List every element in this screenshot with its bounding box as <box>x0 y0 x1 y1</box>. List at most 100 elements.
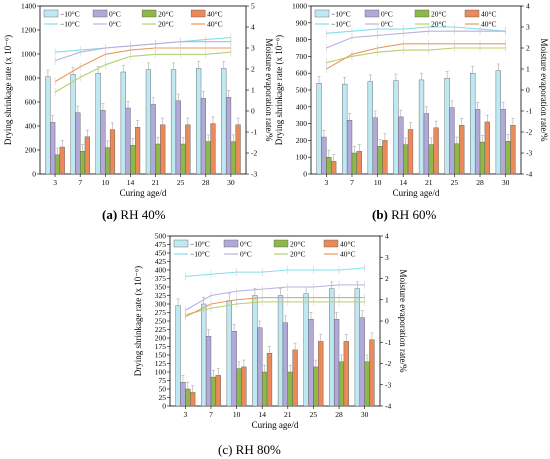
series-line <box>54 41 231 62</box>
bar <box>79 150 86 175</box>
x-tick-label: 7 <box>350 178 354 187</box>
bar <box>454 143 460 175</box>
y2-tick-label: 0 <box>251 107 255 116</box>
legend-line-label: 20°C <box>431 20 447 29</box>
bar <box>185 388 191 407</box>
y2-tick-label: 2 <box>251 65 255 74</box>
bar <box>155 143 161 175</box>
y-axis-label: Drying shrinkage rate (x 10⁻⁶) <box>274 35 284 145</box>
y-tick-label: 900 <box>296 18 308 27</box>
y-tick-label: 800 <box>25 74 37 83</box>
bar <box>59 146 65 175</box>
bar <box>343 341 349 407</box>
x-axis-label: Curing age/d <box>120 188 167 198</box>
y-tick-label: 150 <box>155 351 167 360</box>
y2-tick-label: -1 <box>385 338 391 347</box>
bar <box>180 143 186 175</box>
bar <box>185 124 191 175</box>
y2-tick-label: -1 <box>526 107 532 116</box>
bar <box>226 300 232 407</box>
y-tick-label: 600 <box>25 98 37 107</box>
y2-tick-label: 1 <box>526 65 530 74</box>
series-line <box>185 301 365 316</box>
bar <box>231 331 237 407</box>
bar <box>444 78 450 175</box>
legend-bar-label: 0°C <box>381 10 393 19</box>
bar <box>205 141 211 175</box>
y-tick-label: 400 <box>296 102 308 111</box>
y-tick-label: 0 <box>162 402 166 411</box>
y-tick-label: 400 <box>25 122 37 131</box>
y-tick-label: 175 <box>155 342 167 351</box>
y2-tick-label: 2 <box>526 44 530 53</box>
y-tick-label: 1200 <box>21 26 36 35</box>
x-tick-label: 7 <box>78 178 82 187</box>
y-tick-label: 400 <box>155 266 167 275</box>
bar <box>484 121 490 175</box>
y2-tick-label: -4 <box>526 170 532 179</box>
legend-bar-label: −10°C <box>60 10 80 19</box>
chart-caption: (b) RH 60% <box>372 207 436 222</box>
y-tick-label: 275 <box>155 308 167 317</box>
bar <box>215 375 221 407</box>
legend-line-label: −10°C <box>190 250 210 259</box>
y-tick-label: 200 <box>296 136 308 145</box>
y2-tick-label: 1 <box>385 295 389 304</box>
bar <box>423 113 430 175</box>
legend-line-label: 20°C <box>158 20 174 29</box>
y2-tick-label: -2 <box>385 359 391 368</box>
bar <box>331 161 337 175</box>
legend-line-label: −10°C <box>60 20 80 29</box>
series-line <box>54 47 231 83</box>
bar <box>236 368 242 407</box>
y2-tick-label: 1 <box>251 86 255 95</box>
caption-text: RH 60% <box>388 207 437 222</box>
caption-text: (c) RH 80% <box>218 442 281 457</box>
bar <box>449 107 455 175</box>
legend-bar-swatch <box>173 239 189 248</box>
y-tick-label: 50 <box>159 385 167 394</box>
x-tick-label: 10 <box>102 178 110 187</box>
bar <box>500 109 506 175</box>
legend-bar-label: 40°C <box>340 240 356 249</box>
y2-tick-label: -3 <box>385 380 391 389</box>
x-tick-label: 21 <box>425 178 433 187</box>
y-tick-label: 75 <box>159 376 167 385</box>
x-tick-label: 30 <box>502 178 510 187</box>
bar <box>277 295 284 407</box>
bar <box>382 140 388 175</box>
legend-line-label: 40°C <box>481 20 497 29</box>
y-tick-label: 475 <box>155 240 167 249</box>
bar <box>201 303 207 407</box>
bar <box>241 366 247 407</box>
y-tick-label: 0 <box>303 170 307 179</box>
bar <box>470 72 476 175</box>
y2-axis-label: Moisture evaporation rate/% <box>539 39 549 142</box>
bar <box>235 124 241 175</box>
y-tick-label: 600 <box>296 69 308 78</box>
x-tick-label: 28 <box>202 178 210 187</box>
y-tick-label: 300 <box>155 300 167 309</box>
legend-bar-swatch <box>323 239 339 248</box>
chart-panel-1: 01002003004005006007008009001000-4-3-2-1… <box>274 2 549 223</box>
bar <box>316 83 322 175</box>
legend-bar-swatch <box>92 9 108 18</box>
bar <box>433 127 439 175</box>
series-line <box>185 267 365 277</box>
bar <box>479 141 486 175</box>
bar <box>474 109 481 175</box>
bar <box>221 68 227 175</box>
bar <box>398 116 404 175</box>
x-tick-label: 10 <box>233 410 241 419</box>
bar <box>407 129 414 175</box>
bar <box>257 327 263 407</box>
legend-bar-label: 0°C <box>240 240 252 249</box>
bar <box>356 151 362 175</box>
bar <box>308 319 314 407</box>
x-tick-label: 10 <box>374 178 382 187</box>
bar <box>342 83 348 175</box>
bar <box>292 349 298 407</box>
y2-tick-label: -1 <box>251 128 257 137</box>
series-line <box>185 297 365 318</box>
y-axis-label: Drying shrinkage rate (x 10⁻⁶) <box>133 266 143 376</box>
